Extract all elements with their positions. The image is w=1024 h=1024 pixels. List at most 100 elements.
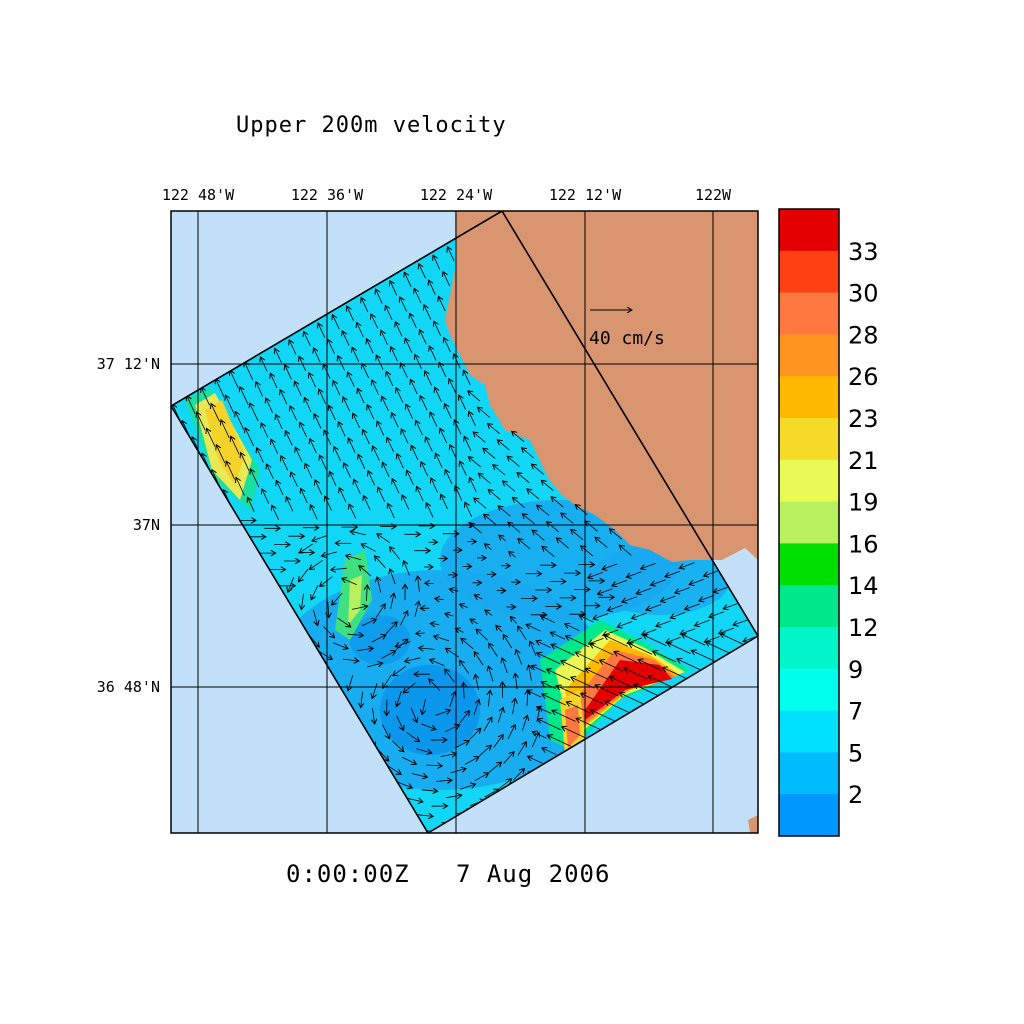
velocity-arrow <box>396 388 404 403</box>
velocity-arrow <box>445 669 455 683</box>
timestamp-label: 0:00:00Z 7 Aug 2006 <box>286 860 610 888</box>
velocity-arrow <box>430 412 438 427</box>
velocity-arrow <box>262 489 270 504</box>
velocity-arrow <box>331 568 347 570</box>
velocity-arrow <box>429 346 437 361</box>
velocity-arrow <box>685 603 700 610</box>
velocity-arrow <box>289 340 297 355</box>
velocity-arrow <box>381 330 388 345</box>
velocity-arrow <box>509 552 516 558</box>
velocity-arrow <box>484 789 499 798</box>
velocity-arrow <box>310 505 318 520</box>
velocity-arrow <box>660 595 676 601</box>
colorbar-band <box>779 292 839 335</box>
velocity-arrow <box>579 615 594 623</box>
longitude-ticks: 122 48'W 122 36'W 122 24'W 122 12'W 122W <box>162 186 732 204</box>
velocity-arrow <box>445 614 454 617</box>
velocity-arrow <box>310 439 317 454</box>
velocity-arrow <box>411 773 428 778</box>
velocity-arrow <box>385 622 397 634</box>
velocity-arrow <box>541 682 556 690</box>
velocity-arrow <box>622 596 637 602</box>
velocity-arrow <box>518 539 531 550</box>
velocity-arrow <box>532 530 545 541</box>
velocity-arrow <box>342 578 357 585</box>
velocity-arrow <box>478 473 491 484</box>
velocity-arrow <box>333 381 341 396</box>
velocity-arrow <box>418 576 420 592</box>
velocity-arrow <box>400 611 408 626</box>
colorbar-tick-label: 23 <box>848 405 879 433</box>
velocity-arrow <box>385 306 393 321</box>
velocity-arrow <box>485 544 492 550</box>
colorbar-tick-label: 5 <box>848 739 863 767</box>
velocity-arrow <box>410 707 417 723</box>
velocity-arrow <box>643 635 667 647</box>
velocity-arrow <box>311 585 319 600</box>
velocity-arrow <box>445 470 453 485</box>
velocity-arrow <box>286 497 294 512</box>
colorbar-band <box>779 585 839 628</box>
velocity-arrow <box>503 635 513 649</box>
velocity-arrow <box>591 710 615 722</box>
velocity-arrow <box>435 599 444 600</box>
velocity-arrow <box>612 579 628 586</box>
velocity-arrow <box>391 347 398 362</box>
velocity-arrow <box>464 757 479 765</box>
velocity-arrow <box>281 456 288 471</box>
velocity-arrow <box>414 289 422 304</box>
velocity-arrow <box>444 338 451 353</box>
velocity-arrow <box>628 643 653 655</box>
velocity-arrow <box>488 666 494 682</box>
velocity-arrow <box>406 404 413 419</box>
velocity-arrow <box>561 661 585 673</box>
velocity-arrow <box>460 660 470 674</box>
velocity-arrow <box>528 756 543 764</box>
velocity-arrow <box>270 373 278 388</box>
velocity-arrow <box>187 396 196 415</box>
velocity-arrow <box>448 247 455 262</box>
velocity-arrow <box>575 652 600 664</box>
velocity-arrow <box>436 780 452 781</box>
colorbar-tick-label: 19 <box>848 489 879 517</box>
velocity-arrow <box>529 665 532 681</box>
velocity-arrow <box>460 461 467 476</box>
velocity-arrow <box>429 679 441 691</box>
velocity-arrow <box>581 546 594 557</box>
velocity-arrow <box>407 470 414 485</box>
colorbar-band <box>779 627 839 670</box>
velocity-arrow <box>378 487 385 502</box>
velocity-arrow <box>478 407 491 418</box>
velocity-arrow <box>392 479 400 494</box>
velocity-arrow <box>416 421 423 436</box>
velocity-arrow <box>368 471 376 486</box>
velocity-arrow <box>497 707 503 723</box>
velocity-arrow <box>211 404 220 422</box>
velocity-arrow <box>390 569 396 585</box>
velocity-arrow <box>489 643 498 657</box>
velocity-arrow <box>552 710 576 722</box>
velocity-arrow <box>338 422 346 437</box>
coastline-land <box>445 211 758 562</box>
velocity-arrow <box>470 477 477 493</box>
velocity-arrow <box>556 538 569 549</box>
velocity-arrow <box>638 660 662 671</box>
latitude-ticks: 37 12'N 37N 36 48'N <box>97 355 160 696</box>
velocity-arrow <box>373 708 375 724</box>
velocity-arrow <box>468 391 481 402</box>
velocity-arrow <box>342 659 359 661</box>
velocity-arrow <box>426 503 434 518</box>
velocity-arrow <box>244 362 254 381</box>
velocity-arrow <box>460 604 469 607</box>
colorbar-tick-label: 14 <box>848 572 879 600</box>
velocity-arrow <box>653 651 677 663</box>
velocity-arrow <box>438 296 446 312</box>
velocity-arrow <box>361 619 377 627</box>
velocity-arrow <box>391 740 404 752</box>
velocity-arrow <box>454 420 462 435</box>
velocity-arrow <box>377 421 385 436</box>
velocity-arrow <box>663 667 687 679</box>
velocity-arrow <box>429 280 436 295</box>
colorbar-band <box>779 752 839 795</box>
velocity-arrow <box>695 619 710 625</box>
